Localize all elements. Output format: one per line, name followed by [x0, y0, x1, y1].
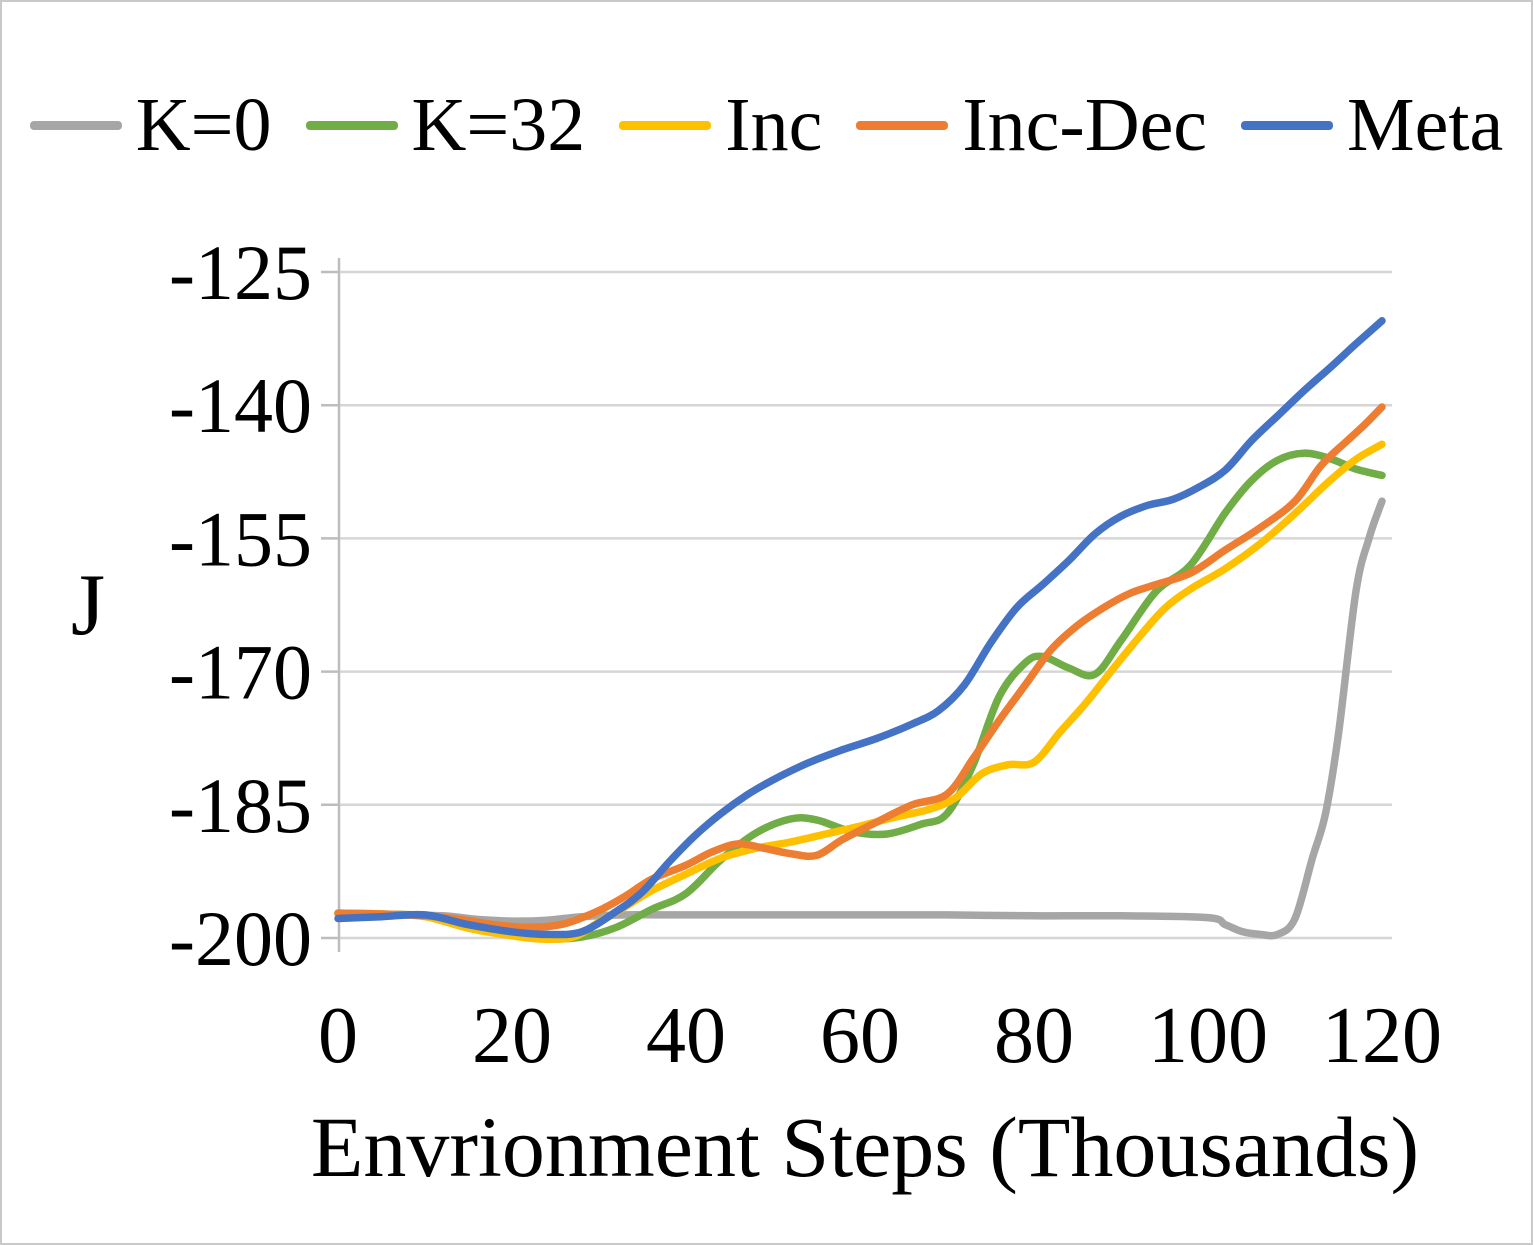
xtick-label-60: 60	[820, 992, 900, 1080]
legend-swatch-k-0	[29, 121, 122, 131]
series-line-meta	[334, 317, 1386, 939]
ytick-label--155: -155	[169, 495, 312, 582]
legend-item-k-0: K=0	[29, 83, 272, 168]
xtick-label-0: 0	[318, 992, 358, 1080]
legend-swatch-meta	[1241, 121, 1334, 131]
legend-swatch-inc-dec	[856, 121, 949, 131]
y-axis-title: J	[71, 557, 105, 654]
ytick-label--125: -125	[169, 229, 312, 316]
legend-swatch-k-32	[305, 121, 398, 131]
ytick-label--200: -200	[169, 895, 312, 982]
series-line-k-0	[334, 497, 1386, 940]
x-axis-title: Envrionment Steps (Thousands)	[311, 1099, 1419, 1195]
xtick-label-120: 120	[1322, 992, 1442, 1080]
legend: K=0 K=32 Inc Inc-Dec Meta	[0, 83, 1533, 168]
ytick-label--170: -170	[169, 629, 312, 716]
legend-label-meta: Meta	[1347, 83, 1504, 167]
legend-swatch-inc	[619, 121, 712, 131]
legend-item-meta: Meta	[1241, 83, 1504, 168]
legend-label-inc-dec: Inc-Dec	[962, 83, 1208, 167]
legend-label-inc: Inc	[725, 83, 823, 167]
legend-item-inc: Inc	[619, 83, 823, 168]
grid-layer	[321, 258, 1392, 952]
xtick-label-100: 100	[1148, 992, 1268, 1080]
legend-item-inc-dec: Inc-Dec	[856, 83, 1208, 168]
ytick-label--185: -185	[169, 762, 312, 849]
xtick-label-40: 40	[646, 992, 726, 1080]
series-line-inc	[334, 440, 1386, 943]
legend-label-k-32: K=32	[411, 83, 586, 167]
series-line-inc-dec	[334, 403, 1386, 932]
series-line-k-32	[334, 449, 1386, 943]
ytick-label--140: -140	[169, 362, 312, 449]
legend-item-k-32: K=32	[305, 83, 586, 168]
xtick-label-80: 80	[994, 992, 1074, 1080]
legend-label-k-0: K=0	[135, 83, 272, 167]
series-layer	[334, 317, 1386, 943]
xtick-label-20: 20	[472, 992, 552, 1080]
